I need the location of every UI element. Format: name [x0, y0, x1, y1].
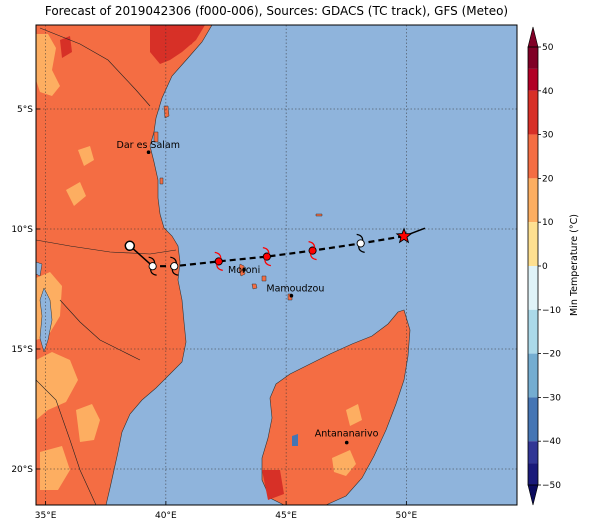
warm-region-inland — [60, 36, 72, 58]
aldabra — [315, 213, 323, 217]
track-point-cyclone — [170, 262, 179, 271]
colorbar-segment — [528, 178, 538, 223]
track-point-origin — [124, 240, 136, 252]
cool-region-west — [36, 34, 60, 96]
city-dot — [344, 440, 349, 445]
y-tick-label: 5°S — [17, 105, 33, 115]
colorbar-segment — [528, 134, 538, 179]
cyclone-arm — [308, 241, 316, 248]
track-point-cyclone — [356, 239, 365, 248]
colorbar-segment — [528, 397, 538, 442]
colorbar-tick-label: 10 — [542, 218, 554, 228]
colorbar-segment — [528, 266, 538, 310]
axis-ticks: 35°E 40°E 45°E 50°E 5°S 10°S 15°S 20°S — [11, 105, 417, 521]
colorbar-segment — [528, 309, 538, 354]
track-point-cyclone — [262, 252, 271, 261]
cyclone-arm — [150, 269, 157, 276]
colorbar-tick-label: −10 — [542, 306, 561, 316]
track-point-current — [395, 227, 413, 244]
lake — [36, 261, 43, 277]
country-borders — [36, 27, 177, 505]
colorbar-segment — [528, 68, 538, 91]
cyclone-arm — [356, 233, 364, 241]
x-tick-label: 50°E — [396, 511, 418, 521]
colorbar-tick-label: 40 — [542, 87, 554, 97]
map-area: Dar es Salam Moroni Mamoudzou Antananarivo — [36, 25, 517, 505]
map-frame — [35, 24, 518, 506]
comoros-anjouan — [261, 275, 267, 282]
city-label: Antananarivo — [315, 429, 379, 440]
colorbar-label: Min Temperature (°C) — [569, 214, 580, 316]
madagascar — [261, 309, 411, 505]
city-label: Moroni — [228, 265, 260, 276]
y-tick-label: 10°S — [11, 225, 33, 235]
cool-region-east — [66, 182, 86, 206]
city-markers: Dar es Salam Moroni Mamoudzou Antananarivo — [117, 140, 379, 445]
cyclone-arm — [148, 256, 156, 264]
colorbar-tick-label: −20 — [542, 350, 561, 360]
colorbar-tick-label: −30 — [542, 393, 561, 403]
cyclone-arm — [264, 259, 271, 267]
x-tick-label: 35°E — [35, 511, 57, 521]
cyclone-arm — [170, 256, 177, 264]
comoros-grande — [238, 263, 246, 277]
cool-region-highlands — [36, 352, 78, 420]
cool-region-south — [76, 404, 100, 442]
x-tick-label: 40°E — [155, 511, 177, 521]
zanzibar-island — [153, 131, 159, 143]
x-tick-label: 45°E — [275, 511, 297, 521]
city-dot — [289, 293, 294, 298]
cyclone-arm — [216, 264, 223, 271]
cool-region-southeast — [40, 446, 70, 490]
colorbar: 50 40 30 20 10 0 −10 −20 −30 −40 −50 — [527, 26, 561, 506]
y-tick-label: 15°S — [11, 345, 33, 355]
map-title: Forecast of 2019042306 (f000-006), Sourc… — [44, 4, 509, 18]
warm-region-coast — [172, 30, 196, 50]
colorbar-segment — [528, 222, 538, 266]
colorbar-extend-min — [527, 484, 539, 506]
madagascar-cool-spot — [292, 434, 298, 446]
y-tick-label: 20°S — [11, 465, 33, 475]
lake-malawi — [39, 287, 53, 353]
colorbar-segment — [528, 90, 538, 135]
colorbar-extend-max — [527, 26, 539, 48]
colorbar-segment — [528, 441, 538, 464]
pemba-island — [163, 105, 170, 119]
city-dot — [146, 150, 151, 154]
madagascar-warm-west — [262, 470, 284, 500]
colorbar-tick-label: 20 — [542, 174, 554, 184]
comoros-moheli — [251, 283, 258, 290]
city-label: Dar es Salam — [117, 140, 180, 151]
colorbar-tick-label: 50 — [542, 43, 554, 53]
colorbar-segment — [528, 463, 538, 485]
track-point-cyclone — [214, 257, 223, 266]
cool-region-central — [78, 146, 94, 166]
city-label: Mamoudzou — [266, 284, 324, 295]
cyclone-arm — [358, 246, 365, 253]
cyclone-arm — [171, 269, 179, 276]
cyclone-track — [124, 227, 426, 276]
colorbar-segment — [528, 353, 538, 398]
colorbar-tick-label: 0 — [542, 262, 548, 272]
cyclone-arm — [262, 247, 270, 254]
track-point-cyclone — [148, 262, 157, 271]
mafia-island — [159, 177, 164, 185]
graticule — [36, 25, 517, 505]
madagascar-highlands-north — [346, 404, 362, 426]
colorbar-segment — [528, 47, 538, 69]
colorbar-tick-label: −50 — [542, 481, 561, 491]
cyclone-arm — [309, 253, 317, 261]
africa-mainland — [36, 25, 213, 505]
colorbar-tick-label: 30 — [542, 131, 554, 141]
city-dot — [242, 268, 246, 272]
track-point-cyclone — [308, 246, 317, 255]
madagascar-highlands — [332, 450, 356, 476]
colorbar-tick-label: −40 — [542, 437, 561, 447]
cyclone-arm — [214, 251, 222, 259]
